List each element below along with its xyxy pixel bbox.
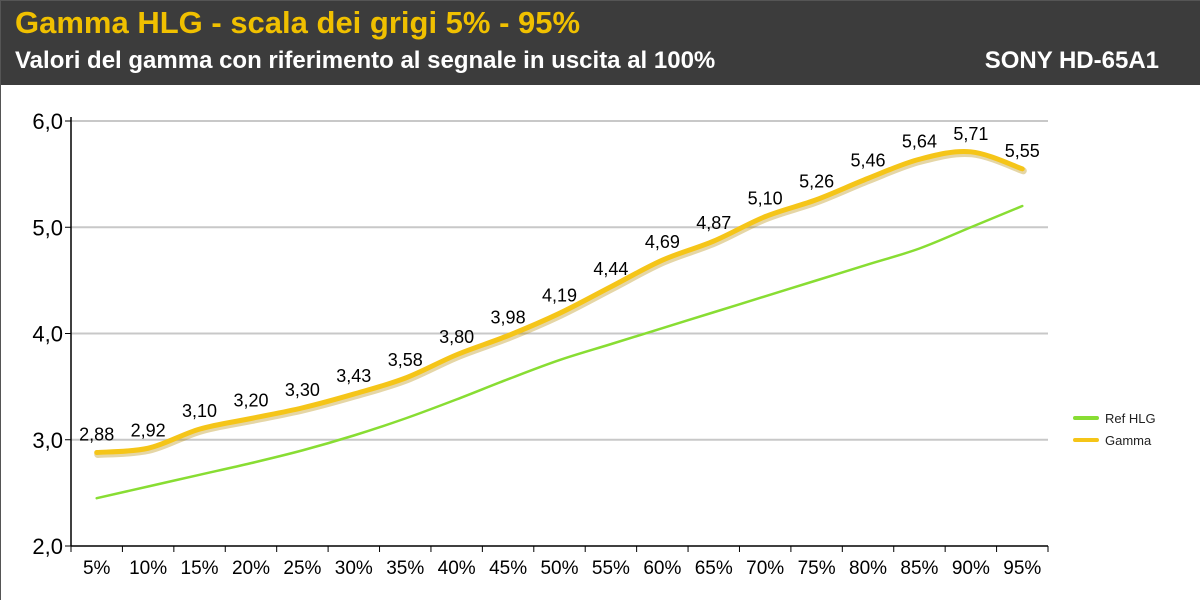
legend-item-ref: Ref HLG xyxy=(1073,407,1156,429)
x-tick-label: 60% xyxy=(643,558,681,579)
plot-area: 2,0 3,0 4,0 5,0 6,0 5% 10% 15% 20% 25% 30% 35% 40% 45… xyxy=(1,85,1200,601)
data-label: 5,26 xyxy=(799,172,834,192)
y-tick-label: 3,0 xyxy=(32,428,63,453)
x-tick-label: 45% xyxy=(489,558,527,579)
data-label: 3,10 xyxy=(182,401,217,421)
header-bar: Gamma HLG - scala dei grigi 5% - 95% Val… xyxy=(1,1,1200,85)
x-tick-label: 65% xyxy=(695,558,733,579)
y-tick-label: 4,0 xyxy=(32,322,63,347)
series-line-gamma xyxy=(94,148,1025,455)
chart-title: Gamma HLG - scala dei grigi 5% - 95% xyxy=(15,5,581,40)
data-label: 3,43 xyxy=(336,366,371,386)
x-tick-label: 30% xyxy=(335,558,373,579)
y-tick-label: 2,0 xyxy=(32,534,63,559)
data-label: 2,92 xyxy=(131,420,166,440)
line-chart: 2,0 3,0 4,0 5,0 6,0 5% 10% 15% 20% 25% 30% 35% 40% 45… xyxy=(32,109,1049,579)
legend-item-gamma: Gamma xyxy=(1073,429,1156,451)
x-tick-label: 25% xyxy=(283,558,321,579)
legend-label-gamma: Gamma xyxy=(1105,432,1152,448)
data-label: 5,10 xyxy=(748,189,783,209)
series-line-ref xyxy=(95,204,1024,500)
x-tick-label: 40% xyxy=(438,558,476,579)
x-tick-label: 75% xyxy=(798,558,836,579)
x-tick-label: 10% xyxy=(129,558,167,579)
y-tick-label: 6,0 xyxy=(32,109,63,134)
data-label: 4,69 xyxy=(645,232,680,252)
x-tick-label: 15% xyxy=(181,558,219,579)
x-tick-label: 20% xyxy=(232,558,270,579)
chart-subtitle: Valori del gamma con riferimento al segn… xyxy=(15,47,716,74)
data-label: 3,30 xyxy=(285,380,320,400)
data-label: 3,58 xyxy=(388,350,423,370)
data-label: 5,46 xyxy=(851,150,886,170)
legend-swatch-gamma xyxy=(1073,438,1099,442)
data-label: 4,87 xyxy=(696,213,731,233)
data-label: 3,20 xyxy=(233,391,268,411)
x-tick-label: 70% xyxy=(746,558,784,579)
data-label: 2,88 xyxy=(79,425,114,445)
data-label: 4,44 xyxy=(593,259,628,279)
data-label: 3,98 xyxy=(491,308,526,328)
x-tick-label: 35% xyxy=(386,558,424,579)
x-tick-label: 50% xyxy=(540,558,578,579)
data-label: 4,19 xyxy=(542,285,577,305)
x-tick-label: 85% xyxy=(900,558,938,579)
x-tick-label: 80% xyxy=(849,558,887,579)
device-model: SONY HD-65A1 xyxy=(984,47,1159,74)
legend-label-ref: Ref HLG xyxy=(1105,410,1156,426)
legend: Ref HLG Gamma xyxy=(1073,407,1156,451)
data-label: 5,64 xyxy=(902,131,937,151)
x-tick-label: 95% xyxy=(1003,558,1041,579)
data-label: 5,71 xyxy=(953,124,988,144)
data-label: 5,55 xyxy=(1005,141,1040,161)
data-label: 3,80 xyxy=(439,327,474,347)
x-tick-label: 55% xyxy=(592,558,630,579)
legend-swatch-ref xyxy=(1073,416,1099,420)
x-tick-label: 5% xyxy=(83,558,111,579)
y-tick-label: 5,0 xyxy=(32,215,63,240)
x-tick-label: 90% xyxy=(952,558,990,579)
